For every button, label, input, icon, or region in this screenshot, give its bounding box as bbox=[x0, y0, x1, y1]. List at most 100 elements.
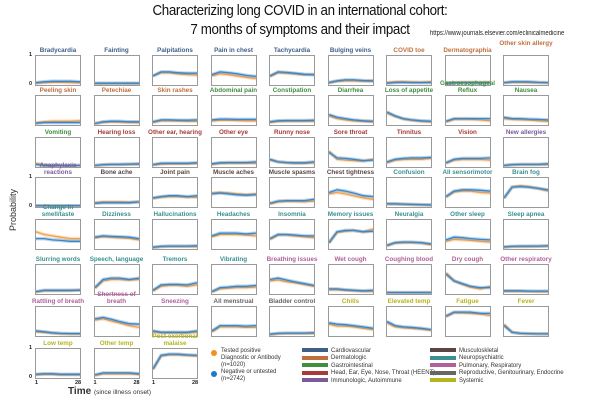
panel-plot bbox=[153, 70, 197, 78]
symptom-panel bbox=[269, 177, 315, 208]
blue-series-line bbox=[153, 162, 197, 166]
panel-plot bbox=[387, 240, 431, 248]
blue-series-line bbox=[328, 151, 373, 162]
blue-series-line bbox=[504, 116, 548, 121]
symptom-panel bbox=[444, 264, 491, 295]
blue-series-line bbox=[153, 282, 197, 291]
panel-plot bbox=[153, 244, 197, 249]
panel-title: Bulging veins bbox=[329, 47, 372, 54]
title-line-2: 7 months of symptoms and their impact bbox=[190, 22, 410, 38]
panel-plot bbox=[36, 161, 80, 167]
orange-series-line bbox=[153, 120, 197, 124]
blue-series-line bbox=[328, 189, 373, 198]
panel-plot bbox=[153, 193, 197, 201]
panel-title: Gastroesophageal Reflux bbox=[440, 80, 495, 94]
blue-series-line bbox=[36, 373, 80, 375]
symptom-panel bbox=[210, 264, 257, 295]
symptom-panel bbox=[35, 55, 81, 86]
blue-series-line bbox=[445, 273, 490, 289]
category-legend-item: Immunologic, Autoimmune bbox=[302, 378, 435, 385]
panel-plot bbox=[270, 232, 314, 241]
panel-plot bbox=[445, 188, 490, 199]
symptom-panel bbox=[152, 137, 198, 168]
orange-series-line bbox=[211, 286, 256, 293]
blue-series-line bbox=[153, 195, 197, 199]
symptom-panel bbox=[386, 264, 432, 295]
panel-title: Confusion bbox=[393, 169, 425, 176]
symptom-panel bbox=[152, 348, 198, 379]
y-tick-label: 0 bbox=[29, 81, 33, 87]
panel-title: Skin rashes bbox=[157, 87, 193, 94]
panel-title: Sore throat bbox=[333, 129, 368, 136]
panel-plot bbox=[36, 119, 80, 125]
source-url[interactable]: https://www.journals.elsevier.com/eclini… bbox=[430, 30, 565, 37]
orange-series-line bbox=[445, 158, 490, 164]
panel-plot bbox=[328, 321, 373, 332]
panel-title: Sneezing bbox=[161, 298, 189, 305]
symptom-panel bbox=[35, 95, 81, 126]
panel-title: Wet cough bbox=[334, 256, 367, 263]
blue-series-line bbox=[211, 118, 256, 121]
blue-series-line bbox=[36, 163, 80, 167]
panel-title: Elevated temp bbox=[387, 298, 431, 305]
panel-title: Headaches bbox=[216, 211, 251, 218]
symptom-panel bbox=[269, 55, 315, 86]
panel-plot bbox=[36, 203, 80, 207]
orange-series-line bbox=[94, 373, 139, 377]
blue-series-line bbox=[445, 117, 490, 122]
category-label: Dermatologic bbox=[331, 355, 367, 362]
category-label: Head, Ear, Eye, Nose, Throat (HEENT) bbox=[331, 370, 436, 377]
panel-title: Vision bbox=[458, 129, 477, 136]
blue-series-line bbox=[504, 163, 548, 167]
panel-title: Memory issues bbox=[327, 211, 374, 218]
panel-title: Loss of appetite bbox=[384, 87, 434, 94]
panel-plot bbox=[94, 315, 139, 330]
blue-series-line bbox=[328, 229, 373, 243]
category-label: Reproductive, Genitourinary, Endocrine bbox=[459, 370, 564, 377]
panel-title: Vibrating bbox=[219, 256, 248, 263]
blue-series-line bbox=[504, 325, 548, 335]
panel-plot bbox=[328, 188, 373, 202]
blue-series-line bbox=[153, 330, 197, 333]
symptom-panel bbox=[93, 264, 140, 295]
symptom-panel bbox=[269, 137, 315, 168]
panel-plot bbox=[328, 78, 373, 85]
panel-plot bbox=[270, 70, 314, 78]
orange-series-line bbox=[211, 73, 256, 80]
orange-series-line bbox=[270, 279, 314, 287]
orange-series-line bbox=[153, 284, 197, 292]
orange-series-line bbox=[328, 191, 373, 200]
panel-title: Fainting bbox=[104, 47, 129, 54]
blue-series-line bbox=[270, 119, 314, 123]
category-swatch bbox=[430, 363, 456, 368]
blue-series-line bbox=[211, 161, 256, 165]
panel-title: COVID toe bbox=[393, 47, 425, 54]
blue-series-line bbox=[328, 288, 373, 292]
panel-title: Other ear, hearing bbox=[148, 129, 202, 136]
panel-title: Dry cough bbox=[451, 256, 484, 263]
symptom-panel bbox=[503, 55, 549, 86]
category-legend-item: Cardiovascular bbox=[302, 348, 435, 355]
panel-plot bbox=[270, 157, 314, 166]
panel-plot bbox=[445, 310, 490, 319]
symptom-panel bbox=[327, 95, 374, 126]
x-axis-label: Time (since illness onset) bbox=[68, 386, 151, 397]
x-tick-label: 28 bbox=[192, 380, 199, 386]
category-label: Cardiovascular bbox=[331, 348, 372, 354]
symptom-panel bbox=[503, 137, 549, 168]
positive-dot-icon bbox=[211, 350, 217, 356]
symptom-panel bbox=[386, 306, 432, 337]
symptom-panel bbox=[327, 264, 374, 295]
symptom-panel bbox=[35, 177, 81, 208]
x-tick-label: 1 bbox=[152, 380, 156, 386]
blue-series-line bbox=[445, 189, 490, 198]
blue-series-line bbox=[270, 198, 314, 204]
symptom-panel bbox=[386, 177, 432, 208]
x-axis-title: Time bbox=[68, 386, 92, 397]
symptom-panel bbox=[93, 348, 140, 379]
blue-series-line bbox=[36, 330, 80, 335]
panel-plot bbox=[211, 231, 256, 239]
blue-series-line bbox=[504, 185, 548, 199]
blue-series-line bbox=[94, 201, 139, 204]
x-tick-label: 1 bbox=[93, 380, 97, 386]
